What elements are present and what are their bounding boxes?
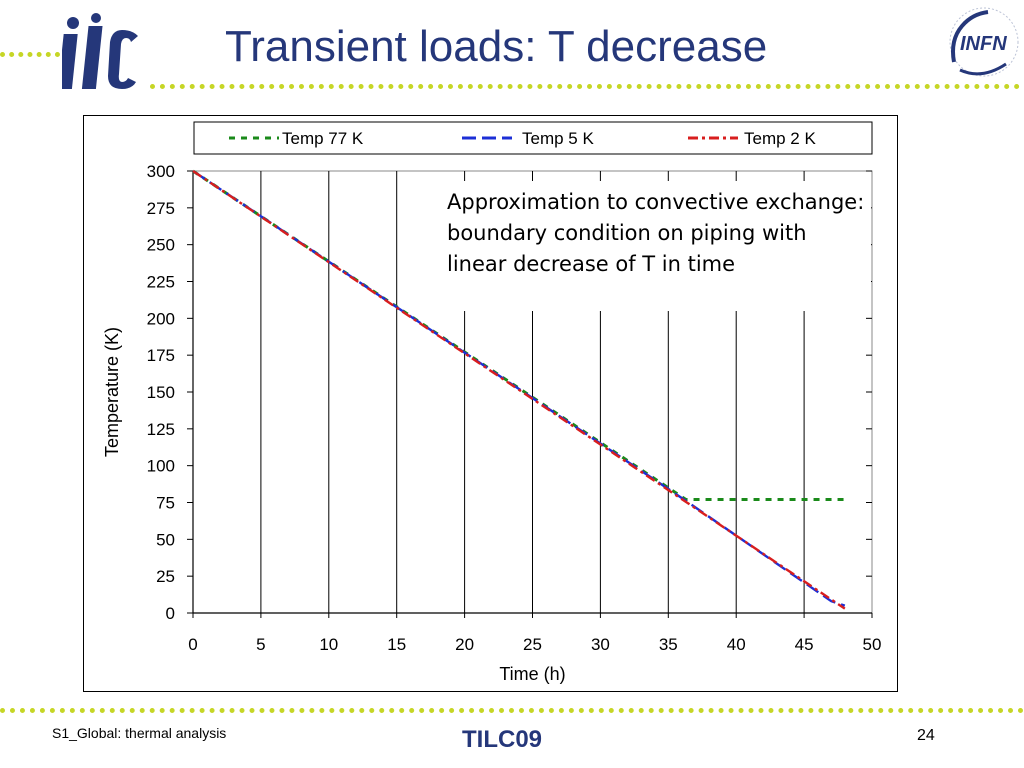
chart-legend: [193, 121, 873, 155]
y-tick-label: 250: [147, 236, 175, 255]
y-tick-label: 50: [156, 530, 175, 549]
x-tick-label: 5: [256, 635, 265, 654]
y-tick-label: 25: [156, 567, 175, 586]
infn-logo: INFN: [949, 7, 1019, 77]
x-tick-label: 40: [727, 635, 746, 654]
x-tick-label: 0: [188, 635, 197, 654]
chart-frame: 0 5 10 15 20 25 30 35 40 45 50 0 25 50 75 100 125 150 175 2…: [83, 115, 898, 692]
legend-label: Temp 5 K: [522, 129, 594, 148]
page-number: 24: [917, 727, 935, 744]
annotation-box: [436, 181, 871, 311]
header-dotted-rule: [150, 84, 1020, 89]
top-left-dotted-rule: [0, 52, 60, 57]
legend-label: Temp 2 K: [744, 129, 816, 148]
y-tick-label: 175: [147, 346, 175, 365]
x-tick-label: 15: [387, 635, 406, 654]
y-axis-label: Temperature (K): [102, 327, 122, 457]
y-tick-label: 125: [147, 420, 175, 439]
footer-dotted-rule: [0, 708, 1024, 713]
x-tick-label: 50: [863, 635, 882, 654]
y-tick-label: 225: [147, 273, 175, 292]
x-tick-label: 25: [523, 635, 542, 654]
y-tick-label: 150: [147, 383, 175, 402]
x-tick-label: 30: [591, 635, 610, 654]
x-tick-label: 10: [319, 635, 338, 654]
x-tick-label: 35: [659, 635, 678, 654]
slide-title: Transient loads: T decrease: [225, 22, 768, 71]
annotation-text: Approximation to convective exchange: bou…: [447, 190, 864, 276]
series-line-temp-2-k: [192, 170, 846, 610]
y-tick-label: 300: [147, 162, 175, 181]
ilc-logo: ilc: [62, 12, 138, 89]
legend-label: Temp 77 K: [282, 129, 364, 148]
y-tick-label: 75: [156, 494, 175, 513]
y-tick-label: 0: [166, 604, 175, 623]
footer-left-text: S1_Global: thermal analysis: [52, 725, 227, 741]
ilc-logo-text: ilc: [62, 12, 63, 13]
y-tick-label: 275: [147, 199, 175, 218]
infn-logo-text: INFN: [960, 33, 1007, 55]
temperature-chart: 0 5 10 15 20 25 30 35 40 45 50 0 25 50 75 100 125 150 175 2…: [102, 121, 882, 684]
x-tick-label: 20: [455, 635, 474, 654]
x-axis-label: Time (h): [499, 664, 565, 684]
footer-center-text: TILC09: [462, 726, 543, 753]
x-tick-label: 45: [795, 635, 814, 654]
y-tick-label: 200: [147, 309, 175, 328]
y-tick-label: 100: [147, 457, 175, 476]
